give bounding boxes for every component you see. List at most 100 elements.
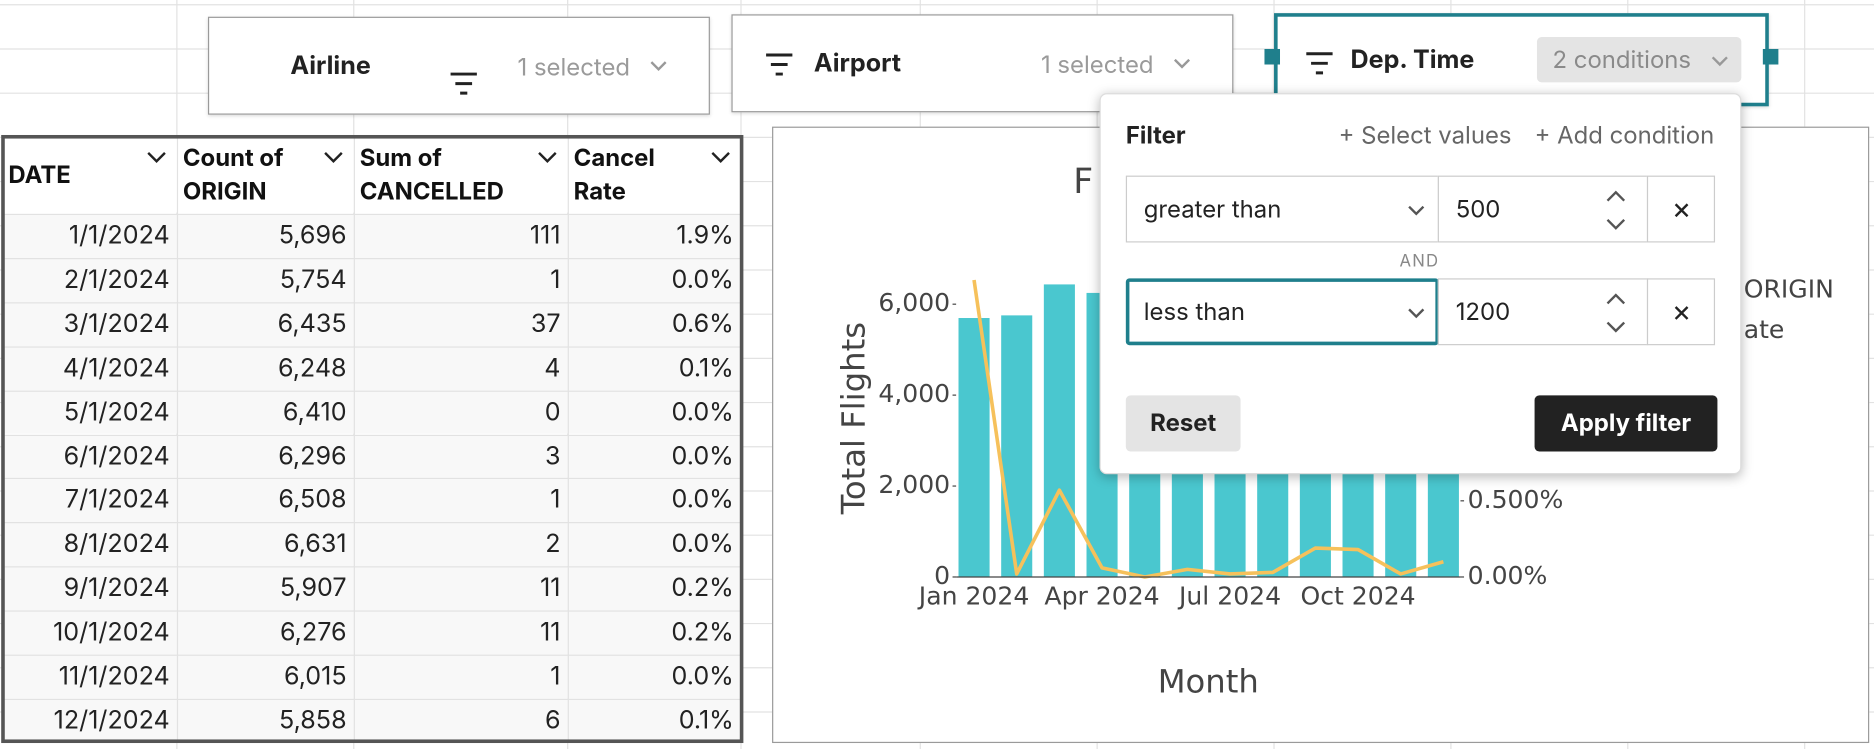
table-cell: 0.0%	[671, 397, 734, 428]
table-cell: 1	[550, 661, 561, 692]
table-cell: 9/1/2024	[63, 573, 170, 604]
table-cell: 6,015	[283, 661, 347, 692]
legend-label: ate	[1744, 315, 1785, 344]
column-menu[interactable]	[146, 151, 168, 165]
select-values[interactable]: + Select values	[1338, 120, 1512, 150]
table-cell: 11	[540, 573, 561, 604]
apply-button[interactable]: Apply filter	[1534, 395, 1718, 452]
filter-chip[interactable]: Airport 1 selected	[731, 14, 1234, 113]
table-cell: 6,410	[282, 397, 347, 428]
table-cell: 8/1/2024	[63, 529, 170, 560]
column-divider	[353, 137, 355, 741]
row-bg	[2, 434, 741, 479]
row-bg	[2, 390, 741, 435]
filter-popup: Filter + Select values + Add condition g…	[1099, 93, 1742, 475]
table-cell: 0.0%	[671, 485, 734, 516]
table-cell: 0.0%	[671, 441, 734, 472]
add-condition[interactable]: + Add condition	[1534, 120, 1715, 150]
filter-label: Airport	[813, 48, 902, 79]
table-cell: 6	[544, 705, 561, 736]
value-input[interactable]: 1200	[1437, 278, 1649, 346]
table-cell: 6,435	[277, 309, 347, 340]
table-cell: 0.0%	[671, 529, 734, 560]
table-cell: 11/1/2024	[58, 661, 170, 692]
operator-select[interactable]: less than	[1125, 278, 1439, 346]
table-cell: 2/1/2024	[63, 265, 170, 295]
operator: greater than	[1143, 194, 1282, 224]
filter-icon	[450, 72, 477, 95]
column-menu[interactable]	[323, 151, 345, 165]
reset-button[interactable]: Reset	[1125, 395, 1241, 452]
x-tick-label: Jan 2024	[917, 581, 1029, 610]
table-cell: 6/1/2024	[63, 441, 170, 472]
table-cell: 6,296	[278, 441, 347, 472]
popup-title: Filter	[1125, 120, 1186, 150]
filter-status: 1 selected	[517, 52, 631, 82]
row-bg	[2, 301, 741, 347]
remove-condition[interactable]	[1646, 175, 1716, 243]
column-menu[interactable]	[537, 151, 559, 165]
y2-tick-label: 0.500%	[1468, 485, 1564, 514]
condition-badge[interactable]: 2 conditions	[1536, 37, 1742, 83]
resize-handle[interactable]	[1762, 48, 1779, 65]
table-cell: 111	[529, 220, 561, 251]
spinner[interactable]	[1604, 291, 1628, 334]
filter-status: 2 conditions	[1552, 45, 1692, 75]
table-cell: 3	[545, 441, 561, 472]
operator: less than	[1143, 297, 1245, 327]
table-cell: 6,631	[283, 529, 347, 560]
table-cell: 2	[545, 529, 561, 560]
remove-condition[interactable]	[1646, 278, 1716, 346]
legend-label: ORIGIN	[1744, 274, 1834, 303]
y-tick-label: 4,000	[878, 379, 950, 408]
close-icon	[1674, 306, 1689, 320]
table-cell: 6,508	[278, 485, 347, 516]
table-cell: 0.6%	[671, 309, 734, 340]
filter-icon	[766, 53, 793, 76]
column-divider	[567, 137, 569, 741]
resize-handle[interactable]	[1264, 48, 1281, 65]
filter-icon	[1306, 52, 1333, 75]
filter-label: Airline	[290, 51, 371, 82]
column-menu[interactable]	[710, 151, 732, 165]
chevron	[147, 152, 166, 163]
filter-chip[interactable]: Airline 1 selected	[207, 16, 710, 115]
table-cell: 0.1%	[678, 353, 734, 384]
close-icon	[1674, 203, 1689, 218]
condition-value: 500	[1455, 194, 1501, 224]
row-bg	[2, 213, 741, 258]
chevron	[1173, 58, 1191, 69]
x-tick-label: Jul 2024	[1177, 581, 1281, 610]
spinner[interactable]	[1604, 189, 1628, 232]
table-cell: 3/1/2024	[63, 309, 170, 340]
chevron	[711, 152, 730, 163]
column-header: Sum of CANCELLED	[359, 143, 504, 206]
y-tick-label: 2,000	[878, 470, 950, 499]
table-cell: 0	[544, 397, 561, 428]
table-cell: 0.1%	[678, 705, 734, 736]
value-input[interactable]: 500	[1437, 175, 1649, 243]
table-cell: 5,858	[279, 705, 347, 736]
table-cell: 37	[530, 309, 561, 340]
table-cell: 4/1/2024	[62, 353, 170, 384]
filter-label: Dep. Time	[1350, 45, 1475, 76]
operator-select[interactable]: greater than	[1125, 175, 1439, 243]
line	[972, 279, 1444, 579]
y-tick-label: 0	[934, 561, 950, 590]
column-divider	[176, 137, 179, 741]
row-bg	[2, 698, 741, 743]
table-cell: 5,754	[279, 265, 347, 295]
table-cell: 0.0%	[671, 265, 734, 295]
filter-status: 1 selected	[1040, 50, 1154, 79]
column-header: Cancel Rate	[573, 143, 655, 206]
table-cell: 5/1/2024	[63, 397, 170, 428]
x-tick-label: Apr 2024	[1044, 581, 1159, 610]
row-bg	[2, 257, 741, 302]
table-cell: 10/1/2024	[53, 617, 170, 648]
row-bg	[2, 522, 741, 567]
chevron	[650, 61, 667, 71]
condition-value: 1200	[1455, 297, 1511, 327]
table-cell: 11	[540, 617, 561, 648]
header-bg	[2, 137, 741, 213]
bar	[1043, 284, 1075, 577]
